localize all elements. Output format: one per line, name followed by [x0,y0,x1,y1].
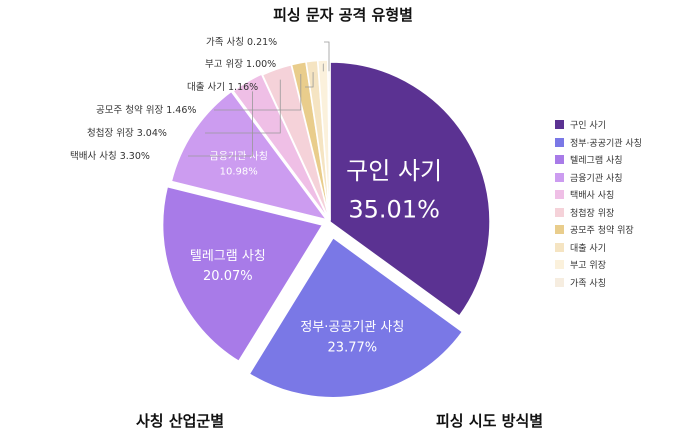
footer-right-label: 피싱 시도 방식별 [436,412,544,430]
legend-swatch [555,172,564,182]
legend-item-3: 금융기관 사칭 [555,169,642,187]
legend-item-7: 대출 사기 [555,239,642,257]
callout-line-7 [305,72,314,88]
legend-swatch [555,120,564,130]
callout-line-6 [214,74,302,111]
callout-label-5: 청첩장 위장 3.04% [87,127,167,139]
legend-label: 대출 사기 [570,243,606,254]
legend-item-0: 구인 사기 [555,116,642,134]
pie-slice-1 [248,236,464,399]
callout-label-9: 가족 사칭 0.21% [206,37,277,48]
footer-left-label: 사칭 산업군별 [136,412,225,430]
legend-swatch [555,190,564,200]
legend-label: 구인 사기 [570,121,606,132]
slice-label-2: 텔레그램 사칭 [190,249,266,264]
legend-label: 부고 위장 [570,261,606,272]
legend-label: 택배사 사칭 [570,191,615,202]
legend-label: 공모주 청약 위장 [570,226,634,237]
slice-label-1: 정부·공공기관 사칭 [300,320,404,335]
slice-value-3: 10.98% [220,166,258,177]
legend-label: 텔레그램 사칭 [570,156,623,167]
callout-label-8: 부고 위장 1.00% [205,58,276,70]
legend-label: 청첩장 위장 [570,208,615,219]
legend-item-1: 정부·공공기관 사칭 [555,134,642,152]
legend-item-9: 가족 사칭 [555,274,642,292]
chart-title: 피싱 문자 공격 유형별 [273,6,413,24]
legend-swatch [555,260,564,270]
callout-line-4 [188,91,253,157]
slice-value-2: 20.07% [203,269,253,284]
callout-label-6: 공모주 청약 위장 1.46% [96,104,196,116]
legend-item-4: 택배사 사칭 [555,186,642,204]
pie-slice-0 [329,61,491,318]
legend-label: 금융기관 사칭 [570,173,623,184]
legend-swatch [555,277,564,287]
pie-slice-2 [161,185,324,363]
legend-item-2: 텔레그램 사칭 [555,151,642,169]
legend-swatch [555,225,564,235]
legend-label: 가족 사칭 [570,278,606,289]
pie-slice-4 [231,73,330,220]
legend-swatch [555,242,564,252]
callout-label-4: 택배사 사칭 3.30% [70,151,150,162]
legend-swatch [555,137,564,147]
legend-label: 정부·공공기관 사칭 [570,138,642,149]
slice-value-0: 35.01% [348,196,440,224]
legend-swatch [555,155,564,165]
slice-label-0: 구인 사기 [346,157,442,185]
slice-value-1: 23.77% [328,340,378,355]
legend-item-5: 청첩장 위장 [555,204,642,222]
legend-swatch [555,207,564,217]
pie-slice-3 [170,90,329,222]
callout-line-5 [205,79,281,134]
callout-label-7: 대출 사기 1.16% [187,82,258,93]
legend-item-6: 공모주 청약 위장 [555,221,642,239]
legend-item-8: 부고 위장 [555,256,642,274]
callout-line-9 [324,41,330,72]
